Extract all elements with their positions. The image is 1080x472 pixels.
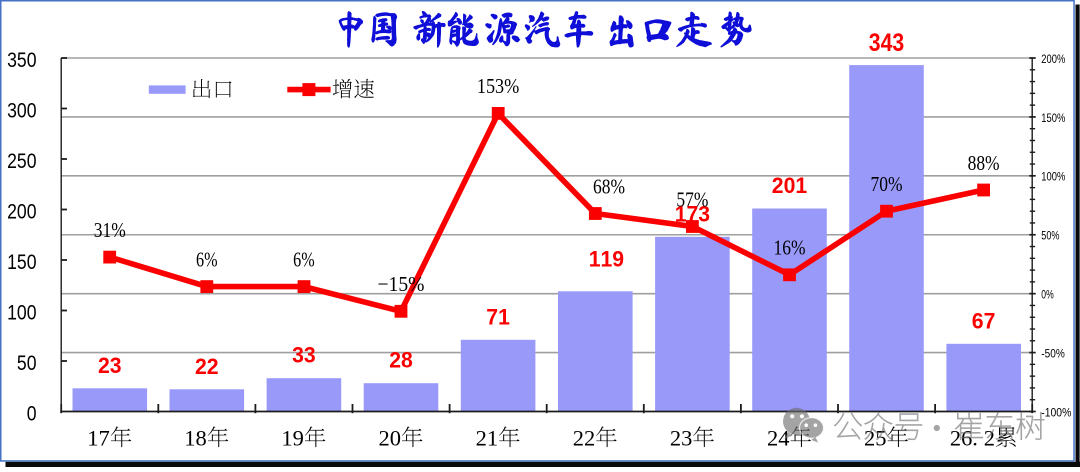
svg-text:150: 150: [7, 251, 36, 274]
svg-text:-50%: -50%: [1041, 349, 1065, 361]
svg-text:100: 100: [7, 302, 36, 325]
svg-text:88%: 88%: [968, 151, 1000, 175]
svg-text:0%: 0%: [1041, 290, 1053, 302]
svg-text:-100%: -100%: [1041, 407, 1071, 419]
svg-text:6%: 6%: [293, 247, 315, 271]
svg-text:153%: 153%: [477, 74, 520, 98]
svg-text:−15%: −15%: [378, 272, 425, 296]
svg-text:68%: 68%: [593, 174, 625, 198]
svg-text:200: 200: [7, 201, 36, 224]
svg-text:250: 250: [7, 150, 36, 173]
svg-text:50%: 50%: [1041, 231, 1059, 243]
svg-text:100%: 100%: [1041, 172, 1065, 184]
svg-text:22: 22: [573, 426, 596, 451]
svg-text:2: 2: [984, 426, 995, 451]
svg-text:119: 119: [589, 246, 624, 271]
svg-text:19: 19: [281, 426, 304, 451]
svg-text:350: 350: [7, 49, 36, 72]
svg-text:23: 23: [98, 353, 122, 378]
svg-text:300: 300: [7, 100, 36, 123]
svg-text:150%: 150%: [1041, 113, 1065, 125]
svg-text:67: 67: [972, 308, 996, 333]
svg-text:21: 21: [476, 426, 499, 451]
svg-text:70%: 70%: [871, 172, 903, 196]
svg-text:6%: 6%: [196, 247, 218, 271]
svg-text:0: 0: [27, 403, 37, 426]
svg-text:71: 71: [486, 304, 510, 329]
svg-text:22: 22: [195, 354, 219, 379]
svg-text:23: 23: [670, 426, 693, 451]
svg-text:343: 343: [869, 29, 904, 57]
svg-text:50: 50: [17, 352, 37, 375]
svg-text:16%: 16%: [774, 236, 806, 260]
svg-text:201: 201: [772, 173, 807, 198]
svg-text:17: 17: [87, 426, 110, 451]
svg-text:200%: 200%: [1041, 54, 1065, 66]
svg-text:18: 18: [184, 426, 207, 451]
svg-text:31%: 31%: [94, 218, 126, 242]
svg-text:57%: 57%: [676, 187, 708, 211]
svg-text:33: 33: [292, 343, 316, 368]
svg-text:20: 20: [379, 426, 402, 451]
svg-text:28: 28: [389, 348, 413, 373]
